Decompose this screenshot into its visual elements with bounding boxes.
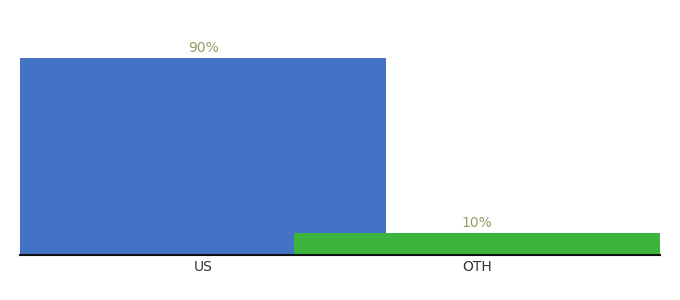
Bar	[20, 58, 386, 255]
Text: 90%: 90%	[188, 40, 218, 55]
Bar	[294, 233, 660, 255]
Text: 10%: 10%	[462, 216, 492, 230]
